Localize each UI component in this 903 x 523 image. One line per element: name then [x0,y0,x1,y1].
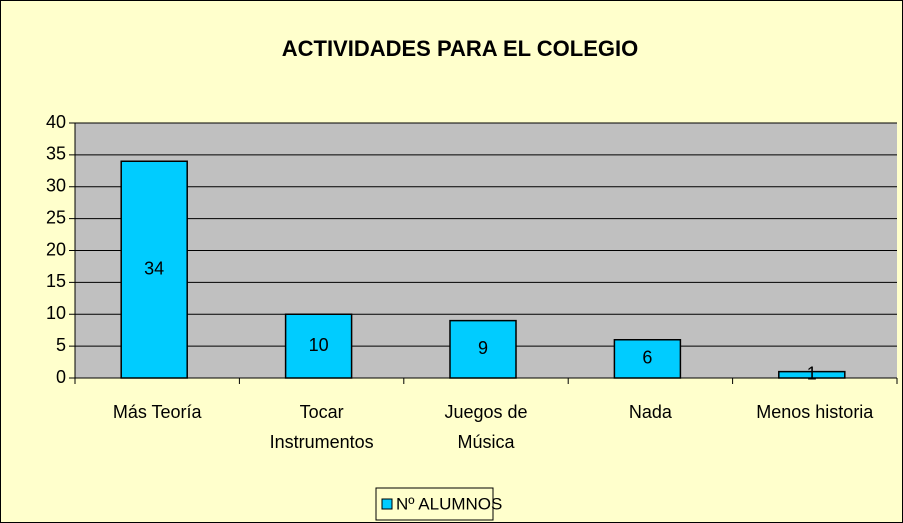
y-tick-label: 10 [46,303,66,323]
data-label: 1 [807,364,817,384]
y-tick-label: 30 [46,176,66,196]
data-label: 9 [478,338,488,358]
y-tick-label: 35 [46,144,66,164]
x-tick-label: Menos historia [756,402,874,422]
y-tick-label: 25 [46,207,66,227]
legend-box [375,487,494,521]
legend-label: Nº ALUMNOS [396,494,502,513]
y-tick-label: 5 [56,335,66,355]
x-tick-label: Nada [628,402,672,422]
legend-swatch [381,498,393,510]
y-tick-label: 0 [56,367,66,387]
x-tick-label: Tocar Instrumentos [269,402,374,452]
bar [449,319,517,379]
data-label: 10 [309,335,329,355]
y-tick-label: 15 [46,271,66,291]
x-tick-label: Más Teoría [112,402,202,422]
data-label: 6 [642,348,652,368]
bar [778,370,846,379]
y-tick-label: 20 [46,239,66,259]
data-label: 34 [144,258,164,278]
bar [613,339,682,379]
bar [120,160,188,379]
y-tick-label: 40 [46,112,66,132]
x-tick-label: Juegos de Música [444,402,528,452]
chart-title: ACTIVIDADES PARA EL COLEGIO [282,36,639,61]
bar [284,313,353,379]
